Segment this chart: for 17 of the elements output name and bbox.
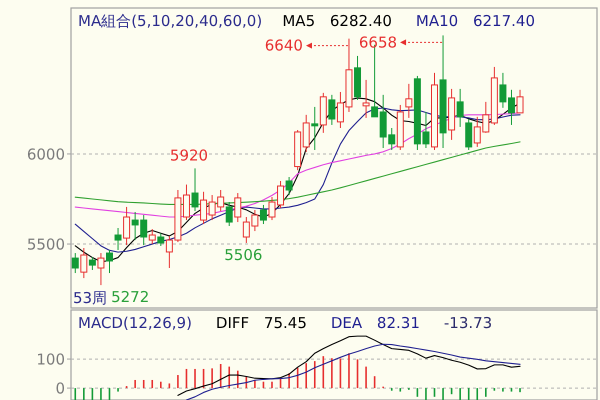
y-tick-label: 0 (55, 380, 65, 398)
legend-title: MACD(12,26,9) (78, 314, 192, 332)
y-tick-label: 6000 (26, 145, 65, 164)
line-series (186, 344, 521, 400)
text: 5920 (170, 146, 208, 164)
y-tick-label: 5500 (26, 236, 65, 254)
y-tick-label: 100 (36, 350, 65, 369)
line-series (177, 336, 521, 396)
text: 6658 (358, 33, 398, 52)
text: 5506 (224, 246, 262, 264)
legend: MA5 6282.40 MA10 6217.40 (282, 12, 535, 30)
x-axis-title: 53周 (73, 289, 108, 307)
text: 6640 (264, 36, 303, 55)
legend-title: MA組合(5,10,20,40,60,0) (78, 12, 262, 30)
annotation: -13.73 (444, 314, 492, 332)
text: 5272 (111, 288, 150, 306)
legend: DIFF 75.45 DEA 82.31 (216, 314, 420, 332)
